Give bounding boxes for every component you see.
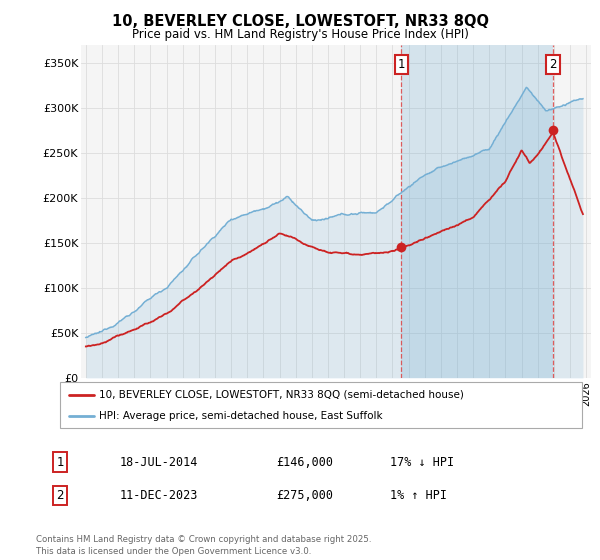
Text: 18-JUL-2014: 18-JUL-2014 (120, 455, 199, 469)
FancyBboxPatch shape (60, 382, 582, 428)
Text: 2: 2 (56, 489, 64, 502)
Text: 10, BEVERLEY CLOSE, LOWESTOFT, NR33 8QQ (semi-detached house): 10, BEVERLEY CLOSE, LOWESTOFT, NR33 8QQ … (99, 390, 464, 400)
Text: 11-DEC-2023: 11-DEC-2023 (120, 489, 199, 502)
Text: Price paid vs. HM Land Registry's House Price Index (HPI): Price paid vs. HM Land Registry's House … (131, 28, 469, 41)
Bar (401, 45, 553, 378)
Text: 2: 2 (549, 58, 557, 71)
Text: HPI: Average price, semi-detached house, East Suffolk: HPI: Average price, semi-detached house,… (99, 411, 383, 421)
Text: £146,000: £146,000 (276, 455, 333, 469)
Text: 1: 1 (56, 455, 64, 469)
Text: £275,000: £275,000 (276, 489, 333, 502)
Text: 1% ↑ HPI: 1% ↑ HPI (390, 489, 447, 502)
Text: 17% ↓ HPI: 17% ↓ HPI (390, 455, 454, 469)
Text: Contains HM Land Registry data © Crown copyright and database right 2025.
This d: Contains HM Land Registry data © Crown c… (36, 535, 371, 556)
Text: 1: 1 (397, 58, 405, 71)
Text: 10, BEVERLEY CLOSE, LOWESTOFT, NR33 8QQ: 10, BEVERLEY CLOSE, LOWESTOFT, NR33 8QQ (112, 14, 488, 29)
